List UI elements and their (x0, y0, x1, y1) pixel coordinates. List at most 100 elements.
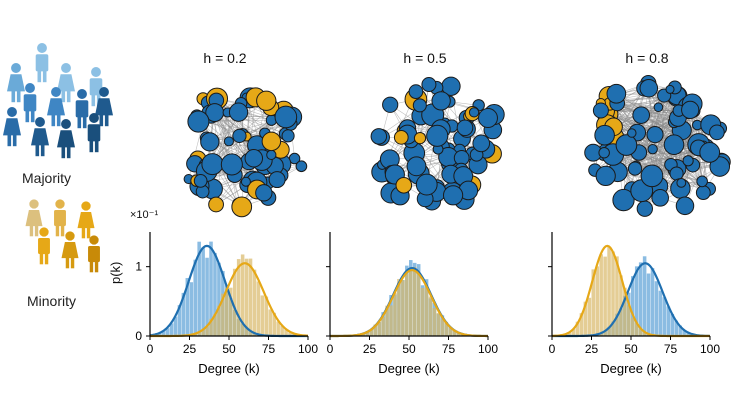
majority-node (426, 124, 449, 147)
majority-node (709, 124, 725, 141)
histogram-bar (682, 330, 686, 336)
majority-node (646, 126, 664, 144)
x-tick-label: 50 (222, 342, 236, 356)
minority-node (393, 129, 409, 145)
majority-person-icon (95, 87, 113, 127)
x-tick-label: 25 (585, 342, 599, 356)
majority-node (676, 177, 687, 188)
histogram-bar (189, 282, 194, 336)
majority-node (223, 136, 234, 147)
histogram-bar (397, 278, 401, 336)
majority-node (606, 83, 627, 104)
network-h05 (370, 76, 505, 211)
histogram-bar (587, 297, 592, 336)
x-tick-label: 50 (402, 342, 416, 356)
minority-node (261, 131, 282, 152)
majority-node (266, 149, 277, 161)
histogram-bar (666, 306, 671, 336)
minority-person-icon (25, 199, 43, 237)
histogram-bar (634, 266, 639, 336)
histogram-h08: 0 25 50 75 100 Degree (k) (548, 232, 720, 376)
histogram-bar (654, 281, 659, 336)
histogram-bar (658, 290, 663, 336)
majority-person-icon (57, 63, 75, 103)
histogram-bar (197, 331, 201, 336)
histogram-h05: 0 25 50 75 100 Degree (k) (326, 232, 498, 376)
histogram-bar (373, 324, 377, 336)
histogram-bar (405, 273, 409, 336)
x-tick-label: 75 (442, 342, 456, 356)
majority-node (594, 124, 615, 146)
histogram-bar (369, 329, 374, 336)
histogram-bar (674, 320, 678, 336)
histogram-bar (280, 325, 284, 336)
majority-node (695, 185, 711, 201)
majority-node (696, 175, 708, 188)
histogram-bar (264, 296, 269, 336)
majority-node (640, 164, 664, 188)
histogram-bar (377, 321, 381, 336)
majority-node (187, 110, 210, 133)
histogram-bar (678, 325, 682, 336)
network-h08 (584, 75, 731, 217)
majority-node (472, 134, 491, 153)
majority-people-icon (3, 43, 113, 159)
minority-people-icon (25, 199, 100, 273)
panel-title-h02: h = 0.2 (203, 50, 247, 66)
majority-person-icon (75, 89, 89, 129)
network-edge (684, 152, 709, 206)
histogram-bar (432, 308, 437, 336)
minority-node (208, 196, 224, 213)
network-edge (241, 136, 248, 207)
histogram-bar (252, 269, 257, 336)
histogram-bar (217, 305, 221, 336)
majority-node (281, 129, 295, 143)
histogram-bar (260, 295, 265, 336)
histogram-bar (662, 297, 667, 336)
histogram-bar (201, 247, 205, 336)
majority-node (240, 176, 251, 187)
majority-node (632, 106, 651, 124)
histogram-bar (603, 256, 607, 336)
histogram-bar (607, 246, 611, 336)
histogram-bar (197, 241, 201, 336)
network-nodes (183, 87, 308, 218)
majority-node (200, 132, 220, 152)
network-nodes (584, 75, 731, 217)
y-tick-label: 0 (135, 329, 142, 343)
y-scale-label: ×10⁻¹ (130, 209, 159, 221)
majority-node (665, 84, 675, 94)
histogram-bar (428, 296, 433, 336)
histogram-bar (381, 316, 385, 336)
x-axis-label: Degree (k) (600, 361, 661, 376)
histogram-bar (440, 319, 445, 336)
histogram-bar (444, 321, 449, 336)
histogram-bar (244, 258, 249, 336)
histogram-bar (412, 266, 417, 336)
majority-node (456, 119, 474, 137)
histogram-bar (611, 251, 615, 336)
majority-node (193, 173, 208, 188)
majority-person-icon (35, 43, 49, 83)
histogram-bar (448, 328, 453, 336)
majority-node (681, 100, 700, 120)
majority-node (244, 149, 264, 168)
majority-person-icon (3, 107, 21, 147)
majority-node (699, 142, 721, 163)
histogram-bar (424, 286, 429, 336)
majority-node (595, 165, 616, 187)
histogram-bar (284, 329, 288, 336)
histogram-bar (217, 262, 221, 336)
histogram-bar (205, 326, 209, 336)
majority-node (412, 98, 427, 113)
histogram-bar (631, 276, 635, 336)
majority-node (370, 128, 388, 145)
majority-person-icon (7, 63, 25, 103)
histogram-bar (365, 331, 370, 336)
histogram-bar (420, 287, 425, 336)
majority-person-icon (31, 117, 49, 157)
histogram-bar (623, 287, 627, 336)
histogram-bar (181, 292, 186, 336)
minority-node (413, 131, 427, 145)
histogram-bar (292, 333, 296, 336)
